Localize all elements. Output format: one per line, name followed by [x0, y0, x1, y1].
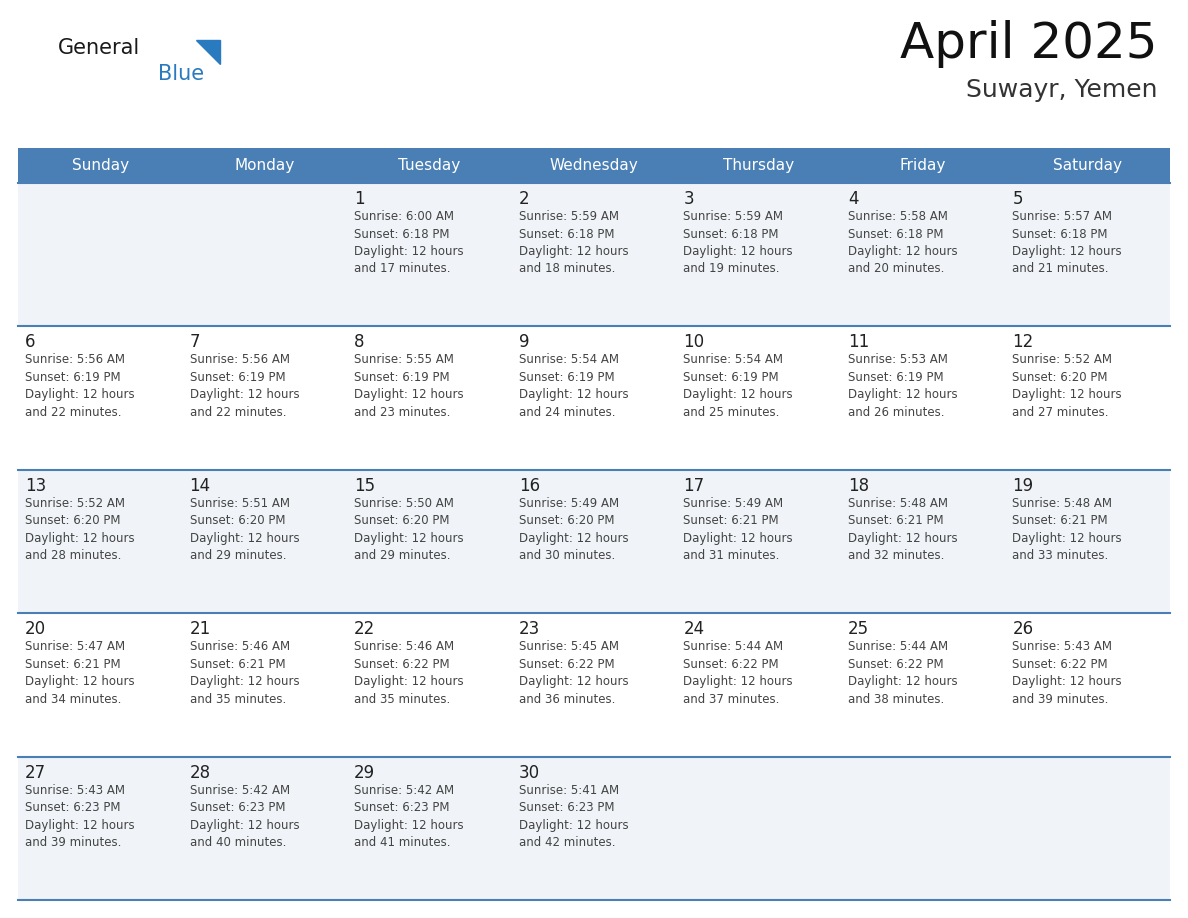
Bar [18, 756, 1170, 900]
Text: 26: 26 [1012, 621, 1034, 638]
Text: 19: 19 [1012, 476, 1034, 495]
Text: General: General [58, 38, 140, 58]
Text: April 2025: April 2025 [901, 20, 1158, 68]
Text: 3: 3 [683, 190, 694, 208]
Text: 9: 9 [519, 333, 529, 352]
Text: Sunrise: 5:53 AM
Sunset: 6:19 PM
Daylight: 12 hours
and 26 minutes.: Sunrise: 5:53 AM Sunset: 6:19 PM Dayligh… [848, 353, 958, 419]
Text: 4: 4 [848, 190, 859, 208]
Text: 15: 15 [354, 476, 375, 495]
Bar [18, 470, 1170, 613]
Text: Sunrise: 5:50 AM
Sunset: 6:20 PM
Daylight: 12 hours
and 29 minutes.: Sunrise: 5:50 AM Sunset: 6:20 PM Dayligh… [354, 497, 463, 563]
Text: Sunrise: 5:54 AM
Sunset: 6:19 PM
Daylight: 12 hours
and 25 minutes.: Sunrise: 5:54 AM Sunset: 6:19 PM Dayligh… [683, 353, 792, 419]
Polygon shape [196, 40, 220, 64]
Text: Sunrise: 5:54 AM
Sunset: 6:19 PM
Daylight: 12 hours
and 24 minutes.: Sunrise: 5:54 AM Sunset: 6:19 PM Dayligh… [519, 353, 628, 419]
Text: Sunrise: 5:56 AM
Sunset: 6:19 PM
Daylight: 12 hours
and 22 minutes.: Sunrise: 5:56 AM Sunset: 6:19 PM Dayligh… [190, 353, 299, 419]
Text: Sunday: Sunday [71, 158, 128, 173]
Text: Sunrise: 5:43 AM
Sunset: 6:22 PM
Daylight: 12 hours
and 39 minutes.: Sunrise: 5:43 AM Sunset: 6:22 PM Dayligh… [1012, 640, 1121, 706]
Text: 25: 25 [848, 621, 868, 638]
Text: 12: 12 [1012, 333, 1034, 352]
Text: Suwayr, Yemen: Suwayr, Yemen [967, 78, 1158, 102]
Text: Saturday: Saturday [1054, 158, 1123, 173]
Text: 28: 28 [190, 764, 210, 781]
Text: Sunrise: 5:56 AM
Sunset: 6:19 PM
Daylight: 12 hours
and 22 minutes.: Sunrise: 5:56 AM Sunset: 6:19 PM Dayligh… [25, 353, 134, 419]
Text: Sunrise: 5:49 AM
Sunset: 6:20 PM
Daylight: 12 hours
and 30 minutes.: Sunrise: 5:49 AM Sunset: 6:20 PM Dayligh… [519, 497, 628, 563]
Text: 6: 6 [25, 333, 36, 352]
Bar [18, 148, 1170, 183]
Text: Sunrise: 5:45 AM
Sunset: 6:22 PM
Daylight: 12 hours
and 36 minutes.: Sunrise: 5:45 AM Sunset: 6:22 PM Dayligh… [519, 640, 628, 706]
Text: Friday: Friday [901, 158, 947, 173]
Text: 23: 23 [519, 621, 541, 638]
Text: 20: 20 [25, 621, 46, 638]
Text: Sunrise: 5:52 AM
Sunset: 6:20 PM
Daylight: 12 hours
and 27 minutes.: Sunrise: 5:52 AM Sunset: 6:20 PM Dayligh… [1012, 353, 1121, 419]
Text: 30: 30 [519, 764, 539, 781]
Text: 27: 27 [25, 764, 46, 781]
Text: Sunrise: 5:42 AM
Sunset: 6:23 PM
Daylight: 12 hours
and 41 minutes.: Sunrise: 5:42 AM Sunset: 6:23 PM Dayligh… [354, 784, 463, 849]
Text: 29: 29 [354, 764, 375, 781]
Text: Sunrise: 5:42 AM
Sunset: 6:23 PM
Daylight: 12 hours
and 40 minutes.: Sunrise: 5:42 AM Sunset: 6:23 PM Dayligh… [190, 784, 299, 849]
Text: Tuesday: Tuesday [398, 158, 461, 173]
Text: 14: 14 [190, 476, 210, 495]
Bar [18, 613, 1170, 756]
Text: 24: 24 [683, 621, 704, 638]
Text: Sunrise: 5:44 AM
Sunset: 6:22 PM
Daylight: 12 hours
and 38 minutes.: Sunrise: 5:44 AM Sunset: 6:22 PM Dayligh… [848, 640, 958, 706]
Text: 5: 5 [1012, 190, 1023, 208]
Text: 7: 7 [190, 333, 200, 352]
Text: Wednesday: Wednesday [550, 158, 638, 173]
Text: 17: 17 [683, 476, 704, 495]
Text: Blue: Blue [158, 64, 204, 84]
Text: Sunrise: 5:57 AM
Sunset: 6:18 PM
Daylight: 12 hours
and 21 minutes.: Sunrise: 5:57 AM Sunset: 6:18 PM Dayligh… [1012, 210, 1121, 275]
Text: Sunrise: 5:55 AM
Sunset: 6:19 PM
Daylight: 12 hours
and 23 minutes.: Sunrise: 5:55 AM Sunset: 6:19 PM Dayligh… [354, 353, 463, 419]
Text: Sunrise: 5:49 AM
Sunset: 6:21 PM
Daylight: 12 hours
and 31 minutes.: Sunrise: 5:49 AM Sunset: 6:21 PM Dayligh… [683, 497, 792, 563]
Text: Sunrise: 5:59 AM
Sunset: 6:18 PM
Daylight: 12 hours
and 18 minutes.: Sunrise: 5:59 AM Sunset: 6:18 PM Dayligh… [519, 210, 628, 275]
Text: Sunrise: 5:47 AM
Sunset: 6:21 PM
Daylight: 12 hours
and 34 minutes.: Sunrise: 5:47 AM Sunset: 6:21 PM Dayligh… [25, 640, 134, 706]
Bar [18, 183, 1170, 327]
Text: 8: 8 [354, 333, 365, 352]
Text: 1: 1 [354, 190, 365, 208]
Text: Sunrise: 5:43 AM
Sunset: 6:23 PM
Daylight: 12 hours
and 39 minutes.: Sunrise: 5:43 AM Sunset: 6:23 PM Dayligh… [25, 784, 134, 849]
Text: 10: 10 [683, 333, 704, 352]
Text: Sunrise: 5:58 AM
Sunset: 6:18 PM
Daylight: 12 hours
and 20 minutes.: Sunrise: 5:58 AM Sunset: 6:18 PM Dayligh… [848, 210, 958, 275]
Text: 21: 21 [190, 621, 210, 638]
Text: 2: 2 [519, 190, 530, 208]
Text: Sunrise: 5:46 AM
Sunset: 6:21 PM
Daylight: 12 hours
and 35 minutes.: Sunrise: 5:46 AM Sunset: 6:21 PM Dayligh… [190, 640, 299, 706]
Text: Sunrise: 5:41 AM
Sunset: 6:23 PM
Daylight: 12 hours
and 42 minutes.: Sunrise: 5:41 AM Sunset: 6:23 PM Dayligh… [519, 784, 628, 849]
Text: Sunrise: 5:46 AM
Sunset: 6:22 PM
Daylight: 12 hours
and 35 minutes.: Sunrise: 5:46 AM Sunset: 6:22 PM Dayligh… [354, 640, 463, 706]
Text: 22: 22 [354, 621, 375, 638]
Text: 13: 13 [25, 476, 46, 495]
Text: Sunrise: 6:00 AM
Sunset: 6:18 PM
Daylight: 12 hours
and 17 minutes.: Sunrise: 6:00 AM Sunset: 6:18 PM Dayligh… [354, 210, 463, 275]
Text: Sunrise: 5:48 AM
Sunset: 6:21 PM
Daylight: 12 hours
and 33 minutes.: Sunrise: 5:48 AM Sunset: 6:21 PM Dayligh… [1012, 497, 1121, 563]
Text: Sunrise: 5:51 AM
Sunset: 6:20 PM
Daylight: 12 hours
and 29 minutes.: Sunrise: 5:51 AM Sunset: 6:20 PM Dayligh… [190, 497, 299, 563]
Text: Sunrise: 5:52 AM
Sunset: 6:20 PM
Daylight: 12 hours
and 28 minutes.: Sunrise: 5:52 AM Sunset: 6:20 PM Dayligh… [25, 497, 134, 563]
Bar [18, 327, 1170, 470]
Text: Sunrise: 5:59 AM
Sunset: 6:18 PM
Daylight: 12 hours
and 19 minutes.: Sunrise: 5:59 AM Sunset: 6:18 PM Dayligh… [683, 210, 792, 275]
Text: 16: 16 [519, 476, 539, 495]
Text: Monday: Monday [235, 158, 295, 173]
Text: Sunrise: 5:44 AM
Sunset: 6:22 PM
Daylight: 12 hours
and 37 minutes.: Sunrise: 5:44 AM Sunset: 6:22 PM Dayligh… [683, 640, 792, 706]
Text: 11: 11 [848, 333, 870, 352]
Text: Thursday: Thursday [723, 158, 794, 173]
Text: 18: 18 [848, 476, 868, 495]
Text: Sunrise: 5:48 AM
Sunset: 6:21 PM
Daylight: 12 hours
and 32 minutes.: Sunrise: 5:48 AM Sunset: 6:21 PM Dayligh… [848, 497, 958, 563]
